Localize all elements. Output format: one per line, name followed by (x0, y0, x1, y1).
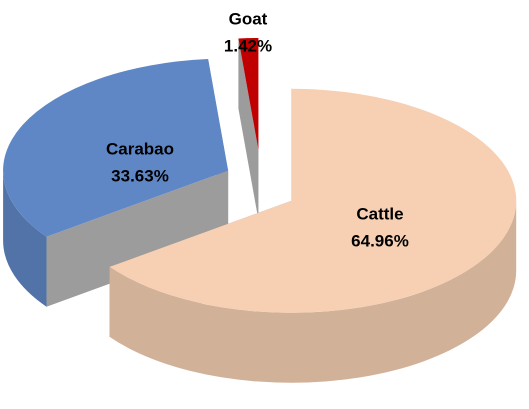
slice-cut-face (238, 38, 259, 221)
slice-value-label: 1.42% (224, 36, 272, 55)
slice-label: Cattle (356, 204, 403, 223)
slice-side (3, 170, 47, 307)
slice-cut-face (46, 170, 229, 307)
slice-label: Carabao (106, 139, 174, 158)
slice-side (109, 200, 517, 383)
pie-slice (109, 88, 517, 313)
slice-value-label: 33.63% (111, 166, 169, 185)
slice-label: Goat (229, 9, 268, 28)
slice-value-label: 64.96% (351, 231, 409, 250)
pie-slice (3, 59, 229, 237)
pie-slice (238, 38, 259, 151)
